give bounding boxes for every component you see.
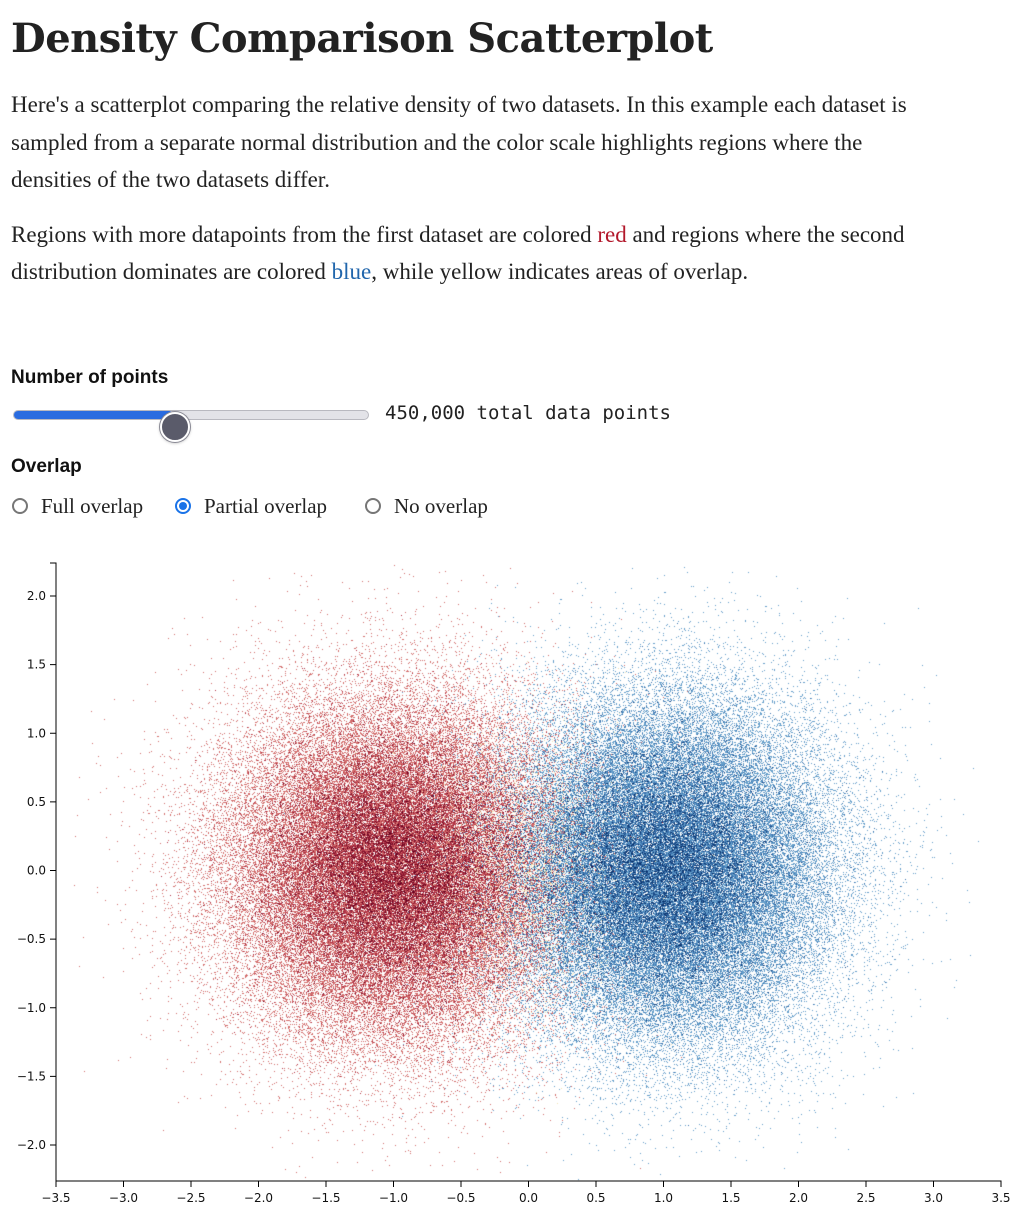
radio-label: Full overlap <box>41 494 144 518</box>
x-tick-label: −2.5 <box>176 1191 205 1205</box>
intro-paragraph-1: Here's a scatterplot comparing the relat… <box>11 92 907 192</box>
x-tick-label: −0.5 <box>446 1191 475 1205</box>
radio-circle[interactable] <box>12 498 28 514</box>
slider-thumb[interactable] <box>160 412 191 442</box>
y-tick-label: 2.0 <box>27 589 46 603</box>
y-tick-label: −1.5 <box>17 1069 46 1083</box>
x-tick-label: 3.5 <box>991 1191 1010 1205</box>
x-tick-label: 1.5 <box>721 1191 740 1205</box>
red-word: red <box>597 221 627 247</box>
scatter-points-canvas <box>56 563 1002 1181</box>
radio-circle[interactable] <box>175 498 191 514</box>
slider-fill <box>14 411 174 419</box>
x-tick-label: −3.5 <box>41 1191 70 1205</box>
para2-text-c: , while yellow indicates areas of overla… <box>371 259 749 284</box>
radio-circle[interactable] <box>365 498 381 514</box>
y-tick-label: 1.5 <box>27 658 46 672</box>
page: Density Comparison Scatterplot Here's a … <box>11 0 1011 518</box>
page-title: Density Comparison Scatterplot <box>11 15 713 62</box>
radio-label: No overlap <box>394 494 488 518</box>
x-tick-label: 1.0 <box>654 1191 673 1205</box>
x-tick-label: −2.0 <box>244 1191 273 1205</box>
y-tick-label: −2.0 <box>17 1138 46 1152</box>
points-label: Number of points <box>11 367 169 388</box>
x-tick-label: 3.0 <box>924 1191 943 1205</box>
y-tick-label: 0.5 <box>27 795 46 809</box>
intro-paragraph-2: Regions with more datapoints from the fi… <box>11 216 941 291</box>
points-slider-row: 450,000 total data points <box>11 400 771 442</box>
overlap-label: Overlap <box>11 456 82 477</box>
para2-text-a: Regions with more datapoints from the fi… <box>11 221 598 247</box>
x-tick-label: −3.0 <box>109 1191 138 1205</box>
density-scatterplot: −3.5 −3.0 −2.5 −2.0 −1.5 −1.0 −0.5 0.0 0.5 1.0 1.5… <box>17 562 1011 1205</box>
y-tick-label: −1.0 <box>17 1001 46 1015</box>
points-slider[interactable] <box>13 410 369 442</box>
y-tick-label: −0.5 <box>17 932 46 946</box>
y-tick-label: 1.0 <box>27 726 46 740</box>
radio-label: Partial overlap <box>204 494 328 518</box>
points-readout: 450,000 total data points <box>385 402 671 424</box>
x-tick-label: −1.5 <box>311 1191 340 1205</box>
y-tick-label: 0.0 <box>27 864 46 878</box>
x-tick-label: −1.0 <box>379 1191 408 1205</box>
x-tick-label: 2.0 <box>789 1191 808 1205</box>
blue-word: blue <box>331 259 372 284</box>
x-tick-label: 2.5 <box>856 1191 875 1205</box>
x-tick-label: 0.5 <box>586 1191 605 1205</box>
x-tick-label: 0.0 <box>519 1191 538 1205</box>
y-axis-line <box>50 562 57 1181</box>
para2-text-b: and regions where the second distributio… <box>11 221 905 285</box>
